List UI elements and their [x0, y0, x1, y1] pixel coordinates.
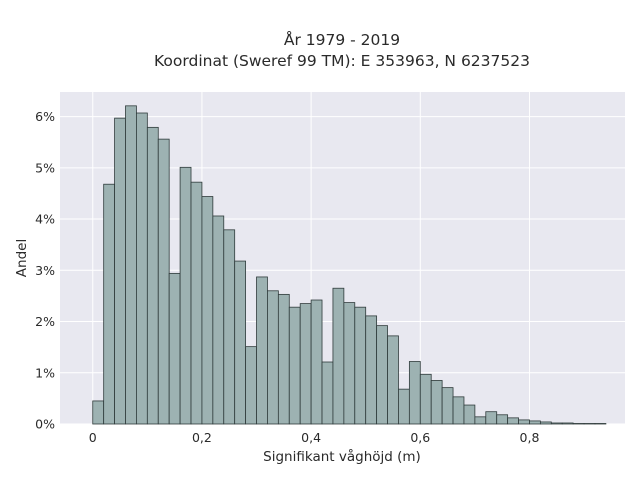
histogram-bar: [408, 361, 421, 425]
histogram-bar: [310, 299, 323, 425]
x-tick-label: 0,2: [192, 430, 212, 445]
histogram-bar: [136, 112, 148, 425]
histogram-bar: [343, 302, 356, 425]
histogram-bar: [507, 417, 519, 425]
x-tick-label: 0,8: [520, 430, 540, 445]
histogram-bar: [430, 380, 443, 425]
histogram-bar: [452, 396, 465, 425]
histogram-bar: [179, 166, 192, 425]
histogram-bar: [157, 138, 170, 425]
histogram-bar: [485, 411, 498, 425]
histogram-bar: [92, 400, 105, 425]
histogram-bar: [594, 423, 607, 425]
histogram-bar: [463, 404, 476, 425]
histogram-bar: [201, 196, 214, 425]
histogram-bar: [398, 388, 410, 425]
histogram-bar: [496, 414, 509, 425]
histogram-bar: [234, 260, 247, 425]
histogram-bar: [561, 422, 574, 425]
histogram-bar: [168, 272, 181, 425]
y-tick-label: 4%: [35, 212, 55, 227]
histogram-bar: [583, 423, 596, 425]
histogram-bar: [529, 420, 541, 425]
y-tick-label: 5%: [35, 160, 55, 175]
y-tick-label: 3%: [35, 263, 55, 278]
histogram-bar: [114, 117, 126, 425]
histogram-bar: [212, 215, 225, 425]
histogram-bar: [146, 126, 159, 425]
tick-labels: 0% 1% 2% 3% 4% 5% 6% 0 0,2 0,4 0,6 0,8: [35, 109, 539, 445]
bars: [92, 105, 607, 425]
histogram-bar: [550, 422, 563, 425]
histogram-bar: [103, 183, 115, 425]
chart-title-line-1: År 1979 - 2019: [284, 30, 400, 49]
y-tick-label: 0%: [35, 417, 55, 432]
histogram-bar: [365, 315, 378, 425]
histogram-bar: [354, 306, 367, 425]
histogram-bar: [288, 306, 301, 425]
histogram-bar: [419, 373, 432, 425]
histogram-bar: [518, 419, 530, 425]
histogram-bar: [321, 361, 334, 425]
chart-title-line-2: Koordinat (Sweref 99 TM): E 353963, N 62…: [154, 52, 530, 70]
histogram-bar: [277, 293, 290, 425]
histogram-bar: [441, 387, 454, 425]
histogram-bar: [256, 276, 268, 425]
x-tick-label: 0,6: [410, 430, 430, 445]
histogram-bar: [572, 423, 585, 425]
x-tick-label: 0: [89, 430, 97, 445]
y-tick-label: 6%: [35, 109, 55, 124]
histogram-bar: [474, 416, 487, 425]
histogram-bar: [223, 229, 236, 425]
histogram-bar: [267, 290, 279, 425]
histogram-bar: [376, 325, 388, 425]
histogram-bar: [190, 181, 203, 425]
x-axis-label: Signifikant våghöjd (m): [263, 448, 421, 465]
y-tick-label: 2%: [35, 314, 55, 329]
histogram-bar: [245, 346, 257, 425]
x-tick-label: 0,4: [301, 430, 321, 445]
y-tick-label: 1%: [35, 365, 55, 380]
histogram-bar: [299, 303, 312, 425]
histogram-bar: [332, 287, 345, 425]
histogram-bar: [125, 105, 137, 425]
y-axis-label: Andel: [14, 239, 30, 277]
histogram-bar: [539, 421, 552, 425]
histogram-bar: [387, 335, 399, 425]
